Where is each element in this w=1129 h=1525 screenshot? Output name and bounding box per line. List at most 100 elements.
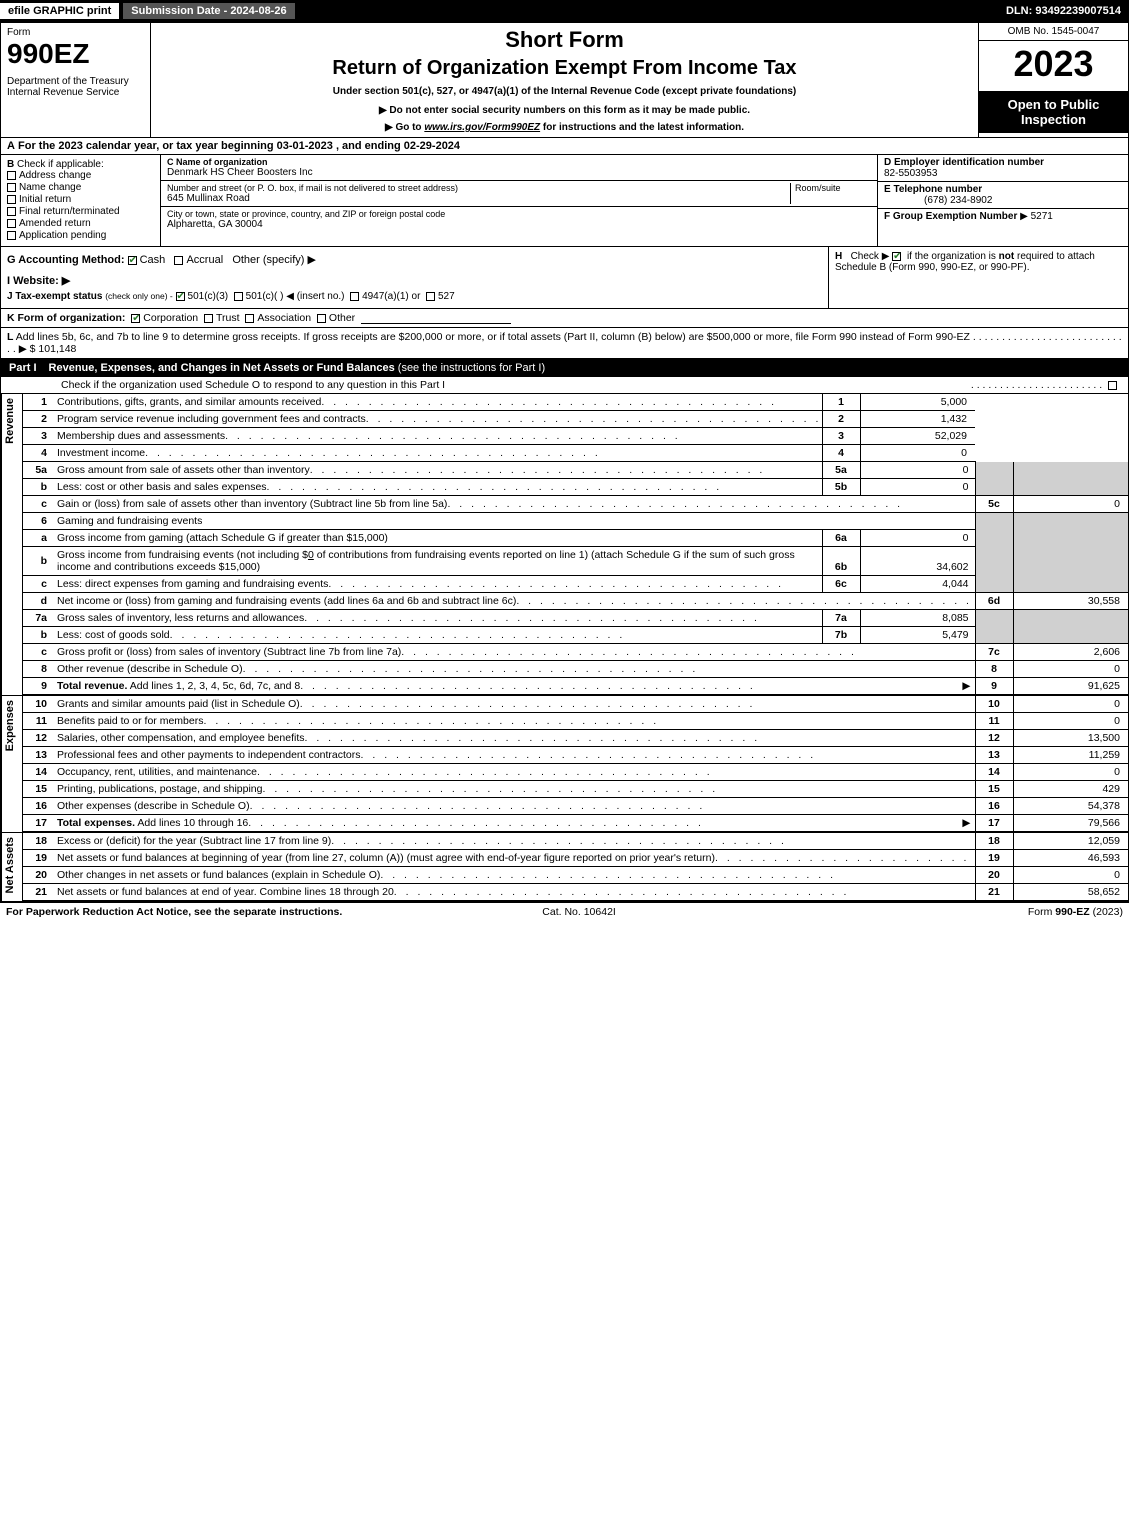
line-17-ref: 17 xyxy=(975,815,1013,832)
d-label: D Employer identification number xyxy=(884,157,1044,168)
checkbox-trust[interactable] xyxy=(204,314,213,323)
line-16-desc: Other expenses (describe in Schedule O) xyxy=(57,800,250,812)
line-5b-mref: 5b xyxy=(822,479,860,496)
arrow-17: ▶ xyxy=(962,817,970,829)
j-501c3: 501(c)(3) xyxy=(188,291,229,302)
part1-label: Part I xyxy=(9,362,49,374)
line-9-desc: Total revenue. Add lines 1, 2, 3, 4, 5c,… xyxy=(57,680,300,692)
h-label: H xyxy=(835,251,842,262)
checkbox-accrual[interactable] xyxy=(174,256,183,265)
omb-number: OMB No. 1545-0047 xyxy=(979,23,1128,41)
line-16-num: 16 xyxy=(23,798,53,815)
line-12-desc: Salaries, other compensation, and employ… xyxy=(57,732,304,744)
line-6-desc: Gaming and fundraising events xyxy=(53,513,975,530)
line-21-val: 58,652 xyxy=(1013,884,1128,901)
irs-link[interactable]: www.irs.gov/Form990EZ xyxy=(424,122,540,133)
line-17-desc: Total expenses. Add lines 10 through 16 xyxy=(57,817,248,829)
line-21-num: 21 xyxy=(23,884,53,901)
checkbox-assoc[interactable] xyxy=(245,314,254,323)
line-18-val: 12,059 xyxy=(1013,833,1128,850)
line-13-ref: 13 xyxy=(975,747,1013,764)
opt-address: Address change xyxy=(19,170,91,181)
line-4-desc: Investment income xyxy=(57,447,145,459)
revenue-table: 1Contributions, gifts, grants, and simil… xyxy=(23,394,1128,695)
line-5b-desc: Less: cost or other basis and sales expe… xyxy=(57,481,267,493)
revenue-section: Revenue 1Contributions, gifts, grants, a… xyxy=(1,394,1128,696)
checkbox-4947[interactable] xyxy=(350,292,359,301)
checkbox-address-change[interactable] xyxy=(7,171,16,180)
f-value: ▶ 5271 xyxy=(1020,211,1053,222)
checkbox-501c3[interactable] xyxy=(176,292,185,301)
subtitle-1: Under section 501(c), 527, or 4947(a)(1)… xyxy=(155,86,974,97)
line-3-num: 3 xyxy=(23,428,53,445)
checkbox-other[interactable] xyxy=(317,314,326,323)
line-3-val: 52,029 xyxy=(860,428,975,445)
line-7a-mval: 8,085 xyxy=(860,610,975,627)
line-11-num: 11 xyxy=(23,713,53,730)
block-bcdef: B Check if applicable: Address change Na… xyxy=(1,155,1128,247)
checkbox-name-change[interactable] xyxy=(7,183,16,192)
line-10-ref: 10 xyxy=(975,696,1013,713)
line-1-desc: Contributions, gifts, grants, and simila… xyxy=(57,396,321,408)
page-footer: For Paperwork Reduction Act Notice, see … xyxy=(0,903,1129,921)
footer-right: Form 990-EZ (2023) xyxy=(1028,906,1123,918)
column-b: B Check if applicable: Address change Na… xyxy=(1,155,161,246)
line-7c-desc: Gross profit or (loss) from sales of inv… xyxy=(57,646,401,658)
line-2-num: 2 xyxy=(23,411,53,428)
j-note: (check only one) - xyxy=(105,291,173,301)
line-6c-mref: 6c xyxy=(822,576,860,593)
line-16-ref: 16 xyxy=(975,798,1013,815)
line-5b-mval: 0 xyxy=(860,479,975,496)
a-label: A xyxy=(7,140,15,152)
checkbox-schedule-o[interactable] xyxy=(1108,381,1117,390)
line-15-num: 15 xyxy=(23,781,53,798)
checkbox-527[interactable] xyxy=(426,292,435,301)
top-bar: efile GRAPHIC print Submission Date - 20… xyxy=(0,0,1129,22)
efile-link[interactable]: efile GRAPHIC print xyxy=(0,3,119,19)
line-5c-val: 0 xyxy=(1013,496,1128,513)
checkbox-corp[interactable] xyxy=(131,314,140,323)
room-label: Room/suite xyxy=(791,183,871,204)
line-6d-ref: 6d xyxy=(975,593,1013,610)
header-right: OMB No. 1545-0047 2023 Open to Public In… xyxy=(978,23,1128,137)
line-7b-mref: 7b xyxy=(822,627,860,644)
subtitle-3: ▶ Go to www.irs.gov/Form990EZ for instru… xyxy=(155,122,974,133)
k-other-input[interactable] xyxy=(361,312,511,324)
ghi-left: G Accounting Method: Cash Accrual Other … xyxy=(1,247,828,308)
checkbox-pending[interactable] xyxy=(7,231,16,240)
checkbox-501c[interactable] xyxy=(234,292,243,301)
checkbox-initial[interactable] xyxy=(7,195,16,204)
line-6b-mref: 6b xyxy=(822,547,860,576)
subtitle-2: ▶ Do not enter social security numbers o… xyxy=(155,105,974,116)
line-12-ref: 12 xyxy=(975,730,1013,747)
e-label: E Telephone number xyxy=(884,184,982,195)
line-6a-mref: 6a xyxy=(822,530,860,547)
short-form-label: Short Form xyxy=(155,27,974,53)
shade-5 xyxy=(975,462,1013,496)
checkbox-h[interactable] xyxy=(892,252,901,261)
l-label: L xyxy=(7,331,13,343)
g-cash: Cash xyxy=(140,254,166,266)
line-5a-mref: 5a xyxy=(822,462,860,479)
part1-header: Part I Revenue, Expenses, and Changes in… xyxy=(1,359,1128,377)
line-7a-mref: 7a xyxy=(822,610,860,627)
submission-date: Submission Date - 2024-08-26 xyxy=(123,3,294,19)
line-19-val: 46,593 xyxy=(1013,850,1128,867)
row-k: K Form of organization: Corporation Trus… xyxy=(1,309,1128,328)
line-20-val: 0 xyxy=(1013,867,1128,884)
line-8-num: 8 xyxy=(23,661,53,678)
ein-value: 82-5503953 xyxy=(884,168,937,179)
checkbox-cash[interactable] xyxy=(128,256,137,265)
line-6d-val: 30,558 xyxy=(1013,593,1128,610)
line-5c-desc: Gain or (loss) from sale of assets other… xyxy=(57,498,447,510)
line-4-val: 0 xyxy=(860,445,975,462)
line-6b-mval: 34,602 xyxy=(860,547,975,576)
checkbox-final[interactable] xyxy=(7,207,16,216)
checkbox-amended[interactable] xyxy=(7,219,16,228)
line-13-num: 13 xyxy=(23,747,53,764)
line-5c-num: c xyxy=(23,496,53,513)
line-11-ref: 11 xyxy=(975,713,1013,730)
revenue-sidebar: Revenue xyxy=(1,394,23,695)
open-inspection: Open to Public Inspection xyxy=(979,91,1128,133)
opt-pending: Application pending xyxy=(19,230,106,241)
